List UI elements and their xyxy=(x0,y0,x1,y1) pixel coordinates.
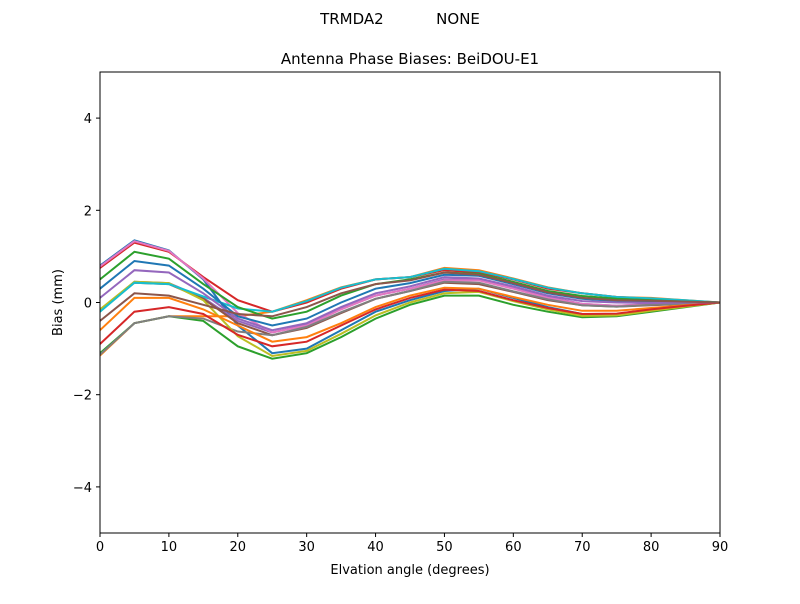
x-tick-label: 10 xyxy=(161,540,178,555)
series-line-12 xyxy=(100,250,720,320)
series-lines xyxy=(100,239,720,360)
y-tick-label: −4 xyxy=(73,481,92,496)
y-tick-label: −2 xyxy=(73,389,92,404)
x-tick-label: 40 xyxy=(367,540,384,555)
x-tick-label: 70 xyxy=(574,540,591,555)
series-line-14 xyxy=(100,269,720,332)
x-axis-label: Elvation angle (degrees) xyxy=(330,563,489,578)
x-tick-label: 20 xyxy=(230,540,247,555)
series-line-8 xyxy=(100,280,720,358)
y-tick-label: 0 xyxy=(84,297,92,312)
y-axis: −4 −2 0 2 4 xyxy=(73,112,100,496)
x-tick-label: 30 xyxy=(298,540,315,555)
y-tick-label: 4 xyxy=(84,112,92,127)
y-axis-label: Bias (mm) xyxy=(51,269,66,336)
x-tick-label: 90 xyxy=(712,540,729,555)
x-tick-label: 80 xyxy=(643,540,660,555)
series-line-13 xyxy=(100,288,720,348)
chart-title: Antenna Phase Biases: BeiDOU-E1 xyxy=(281,50,539,68)
series-line-7 xyxy=(100,280,720,356)
x-tick-label: 50 xyxy=(436,540,453,555)
x-tick-label: 0 xyxy=(96,540,104,555)
suptitle: TRMDA2 NONE xyxy=(319,10,480,28)
series-line-15 xyxy=(100,271,720,322)
x-axis: 0 10 20 30 40 50 60 70 80 90 xyxy=(96,533,728,555)
series-line-11 xyxy=(100,286,720,343)
series-line-9 xyxy=(100,267,720,313)
x-tick-label: 60 xyxy=(505,540,522,555)
y-tick-label: 2 xyxy=(84,204,92,219)
